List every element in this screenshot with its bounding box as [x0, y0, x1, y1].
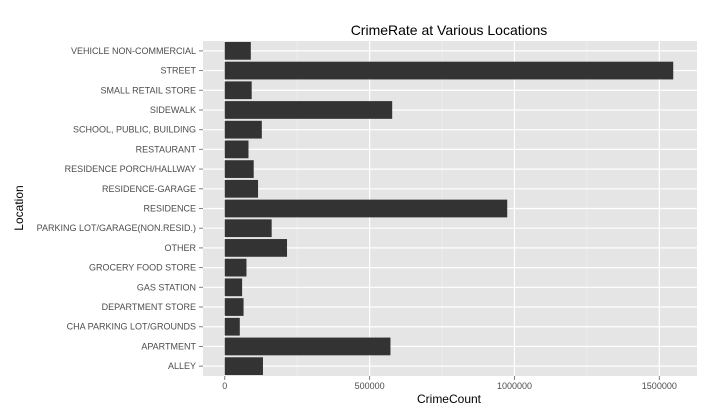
y-tick-label: GROCERY FOOD STORE	[89, 263, 196, 273]
bar	[224, 179, 259, 198]
bar	[224, 337, 391, 356]
y-tick-label: SIDEWALK	[150, 105, 196, 115]
bar	[224, 239, 288, 257]
bar	[224, 199, 508, 218]
x-tick-label: 1500000	[642, 381, 677, 391]
y-tick-label: SCHOOL, PUBLIC, BUILDING	[73, 125, 196, 135]
y-tick-label: GAS STATION	[137, 282, 196, 292]
bar	[224, 41, 251, 60]
bar	[224, 140, 249, 159]
bars	[224, 41, 674, 376]
bar	[224, 81, 252, 100]
bar	[224, 258, 247, 277]
y-tick-label: APARTMENT	[141, 341, 196, 351]
y-tick-label: PARKING LOT/GARAGE(NON.RESID.)	[37, 223, 196, 233]
y-tick-label: SMALL RETAIL STORE	[100, 85, 196, 95]
y-tick-label: CHA PARKING LOT/GROUNDS	[67, 322, 196, 332]
x-axis-title: CrimeCount	[417, 392, 482, 406]
y-tick-label: VEHICLE NON-COMMERCIAL	[71, 46, 196, 56]
x-tick-label: 1000000	[497, 381, 532, 391]
bar	[224, 160, 254, 178]
y-axis-title: Location	[12, 185, 26, 230]
bar	[224, 357, 263, 376]
x-tick-label: 500000	[355, 381, 385, 391]
bar	[224, 101, 393, 119]
x-axis-ticks: 0 500000 1000000 1500000	[222, 376, 677, 391]
y-tick-label: OTHER	[165, 243, 197, 253]
y-tick-label: RESIDENCE	[143, 204, 196, 214]
bar	[224, 61, 674, 80]
y-tick-label: DEPARTMENT STORE	[102, 302, 196, 312]
bar	[224, 219, 272, 238]
y-tick-label: RESIDENCE PORCH/HALLWAY	[65, 164, 196, 174]
y-tick-label: STREET	[160, 66, 196, 76]
y-tick-label: ALLEY	[168, 361, 196, 371]
x-tick-label: 0	[222, 381, 227, 391]
bar	[224, 120, 262, 139]
bar	[224, 317, 240, 336]
chart-title: CrimeRate at Various Locations	[351, 22, 548, 38]
y-axis-ticks: ALLEY APARTMENT CHA PARKING LOT/GROUNDS DEP…	[37, 46, 203, 371]
y-tick-label: RESIDENCE-GARAGE	[102, 184, 196, 194]
bar	[224, 298, 244, 316]
y-tick-label: RESTAURANT	[136, 144, 197, 154]
bar	[224, 278, 243, 297]
